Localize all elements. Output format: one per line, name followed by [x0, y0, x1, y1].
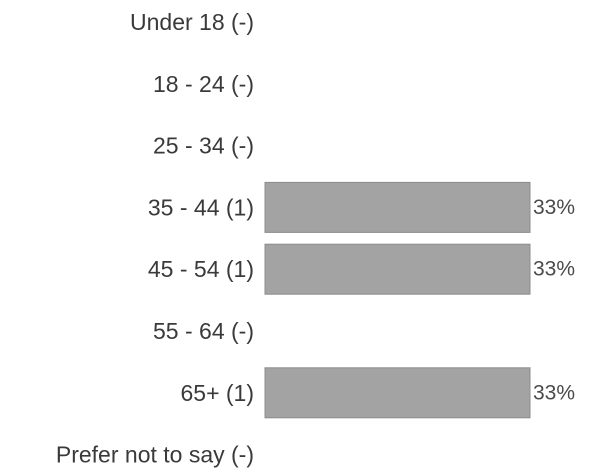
bar-value-label: 33% [533, 196, 575, 219]
category-label: 25 - 34 (-) [153, 133, 254, 159]
category-label: 18 - 24 (-) [153, 71, 254, 97]
bar-value-label: 33% [533, 381, 575, 404]
bar [264, 243, 531, 295]
bar-value-label: 33% [533, 258, 575, 281]
category-label: 35 - 44 (1) [148, 194, 254, 220]
category-label: 45 - 54 (1) [148, 256, 254, 282]
bar [264, 181, 531, 233]
category-label: 55 - 64 (-) [153, 318, 254, 344]
category-label: Prefer not to say (-) [56, 442, 254, 468]
bar [264, 367, 531, 419]
category-label: Under 18 (-) [130, 9, 254, 35]
category-label: 65+ (1) [180, 380, 254, 406]
